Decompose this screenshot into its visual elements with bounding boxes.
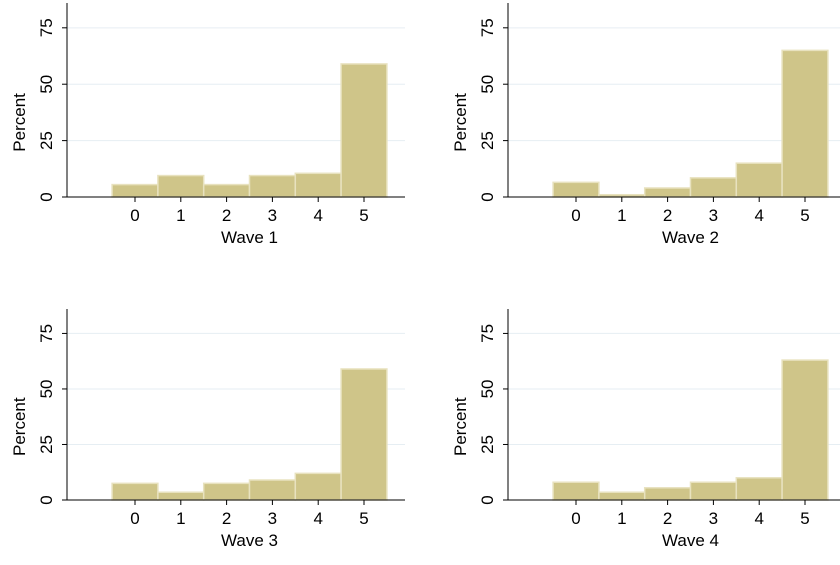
y-axis-title: Percent bbox=[10, 93, 29, 152]
panel-wave-2: 0 25 50 75 0 1 2 3 4 5 Wave 2 Percent bbox=[451, 3, 840, 247]
panel-wave-4: 0 25 50 75 0 1 2 3 4 5 Wave 4 Percent bbox=[451, 309, 840, 550]
x-tick-label: 1 bbox=[176, 206, 185, 225]
x-tick-label: 1 bbox=[617, 509, 626, 528]
y-tick-label: 25 bbox=[37, 131, 56, 150]
y-tick-label: 25 bbox=[478, 131, 497, 150]
y-tick-label: 25 bbox=[478, 435, 497, 454]
y-tick-label: 50 bbox=[478, 75, 497, 94]
x-axis-title: Wave 1 bbox=[221, 228, 278, 247]
bar-2 bbox=[202, 482, 251, 501]
bar-4 bbox=[735, 162, 783, 198]
y-tick-label: 0 bbox=[478, 192, 497, 201]
y-tick-label: 50 bbox=[37, 379, 56, 398]
x-tick-label: 2 bbox=[663, 206, 672, 225]
y-tick-label: 75 bbox=[37, 324, 56, 343]
bar-4 bbox=[294, 172, 342, 198]
y-tick-label: 25 bbox=[37, 435, 56, 454]
x-tick-label: 1 bbox=[176, 509, 185, 528]
x-tick-label: 0 bbox=[571, 509, 580, 528]
bar-0 bbox=[111, 183, 159, 198]
bar-5 bbox=[781, 49, 829, 198]
bar-5 bbox=[340, 63, 388, 198]
x-tick-label: 5 bbox=[359, 509, 368, 528]
panel-wave-1: 0 25 50 75 0 1 2 3 4 5 Wave 1 Percent bbox=[10, 3, 405, 247]
y-tick-label: 75 bbox=[478, 18, 497, 37]
y-axis-title: Percent bbox=[10, 397, 29, 456]
y-tick-label: 0 bbox=[37, 192, 56, 201]
bar-0 bbox=[552, 481, 600, 501]
bar-2 bbox=[202, 183, 251, 198]
bar-2 bbox=[643, 187, 692, 198]
bar-1 bbox=[157, 491, 205, 501]
x-tick-label: 4 bbox=[754, 509, 763, 528]
bar-1 bbox=[157, 174, 205, 198]
x-tick-label: 0 bbox=[571, 206, 580, 225]
bar-3 bbox=[689, 177, 738, 198]
bar-3 bbox=[689, 481, 738, 501]
y-axis-title: Percent bbox=[451, 93, 470, 152]
bar-0 bbox=[552, 181, 600, 198]
y-tick-label: 75 bbox=[478, 324, 497, 343]
bar-4 bbox=[294, 472, 342, 501]
bar-5 bbox=[340, 368, 388, 501]
y-tick-label: 50 bbox=[37, 75, 56, 94]
y-tick-label: 0 bbox=[478, 495, 497, 504]
y-tick-label: 75 bbox=[37, 18, 56, 37]
x-tick-label: 0 bbox=[130, 206, 139, 225]
x-tick-label: 4 bbox=[754, 206, 763, 225]
bar-1 bbox=[598, 491, 646, 501]
y-axis-title: Percent bbox=[451, 397, 470, 456]
bar-0 bbox=[111, 482, 159, 501]
x-tick-label: 2 bbox=[222, 206, 231, 225]
x-tick-label: 1 bbox=[617, 206, 626, 225]
x-tick-label: 5 bbox=[359, 206, 368, 225]
x-tick-label: 4 bbox=[313, 509, 322, 528]
bar-3 bbox=[248, 174, 297, 198]
x-axis-title: Wave 2 bbox=[662, 228, 719, 247]
x-tick-label: 3 bbox=[268, 509, 277, 528]
x-axis-title: Wave 3 bbox=[221, 531, 278, 550]
x-tick-label: 0 bbox=[130, 509, 139, 528]
panel-wave-3: 0 25 50 75 0 1 2 3 4 5 Wave 3 Percent bbox=[10, 309, 405, 550]
x-tick-label: 3 bbox=[709, 206, 718, 225]
x-tick-label: 3 bbox=[268, 206, 277, 225]
x-tick-label: 4 bbox=[313, 206, 322, 225]
bar-5 bbox=[781, 359, 829, 501]
x-tick-label: 5 bbox=[800, 509, 809, 528]
x-tick-label: 3 bbox=[709, 509, 718, 528]
bar-3 bbox=[248, 479, 297, 501]
x-axis-title: Wave 4 bbox=[662, 531, 719, 550]
bar-4 bbox=[735, 477, 783, 501]
y-tick-label: 0 bbox=[37, 495, 56, 504]
x-tick-label: 2 bbox=[663, 509, 672, 528]
x-tick-label: 5 bbox=[800, 206, 809, 225]
x-tick-label: 2 bbox=[222, 509, 231, 528]
bar-2 bbox=[643, 487, 692, 501]
y-tick-label: 50 bbox=[478, 379, 497, 398]
